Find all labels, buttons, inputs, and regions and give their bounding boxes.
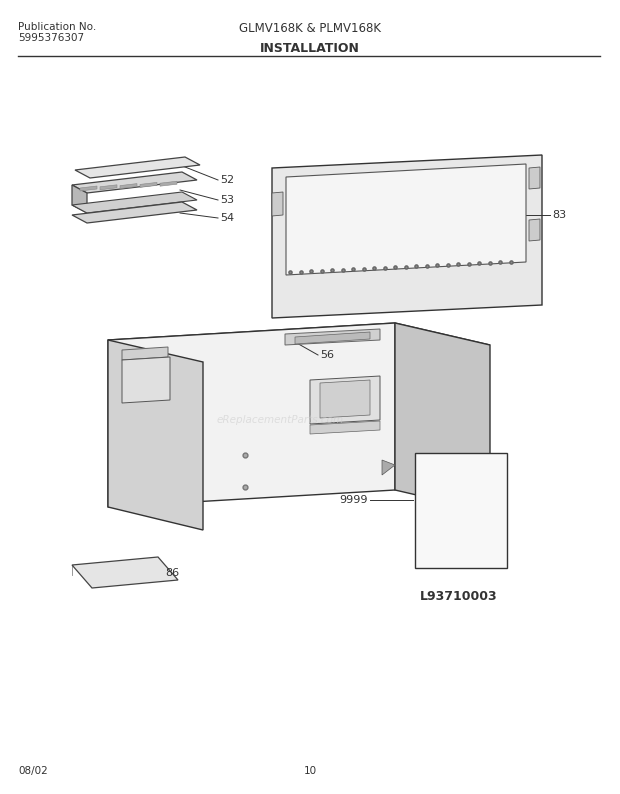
Polygon shape: [395, 323, 490, 512]
Text: 83: 83: [552, 210, 566, 220]
Polygon shape: [100, 185, 117, 190]
Text: 53: 53: [220, 195, 234, 205]
Polygon shape: [529, 219, 540, 241]
Polygon shape: [310, 421, 380, 434]
Polygon shape: [72, 192, 197, 213]
Polygon shape: [272, 155, 542, 318]
Polygon shape: [108, 323, 395, 507]
Polygon shape: [295, 332, 370, 344]
Text: 54: 54: [220, 213, 234, 223]
Polygon shape: [285, 329, 380, 345]
Polygon shape: [108, 340, 203, 530]
Polygon shape: [122, 357, 170, 403]
Text: INSTALLATION: INSTALLATION: [260, 42, 360, 55]
Polygon shape: [72, 172, 197, 193]
Text: 10: 10: [303, 766, 317, 776]
Polygon shape: [140, 183, 157, 187]
Text: Publication No.: Publication No.: [18, 22, 96, 32]
Text: 86: 86: [165, 568, 179, 578]
Polygon shape: [108, 323, 490, 362]
Polygon shape: [160, 181, 177, 187]
Text: 56: 56: [320, 350, 334, 360]
Polygon shape: [529, 167, 540, 189]
Polygon shape: [72, 202, 197, 223]
Text: eReplacementParts.com: eReplacementParts.com: [216, 415, 343, 425]
Polygon shape: [310, 376, 380, 424]
Polygon shape: [75, 157, 200, 178]
FancyBboxPatch shape: [415, 453, 507, 568]
Polygon shape: [122, 347, 168, 360]
Polygon shape: [382, 460, 395, 475]
Text: 9999: 9999: [340, 495, 368, 505]
Polygon shape: [286, 164, 526, 275]
Polygon shape: [120, 183, 137, 189]
Polygon shape: [72, 557, 178, 588]
Polygon shape: [72, 185, 87, 213]
Polygon shape: [272, 192, 283, 216]
Polygon shape: [320, 380, 370, 418]
Text: GLMV168K & PLMV168K: GLMV168K & PLMV168K: [239, 22, 381, 35]
Text: 5995376307: 5995376307: [18, 33, 84, 43]
Text: 52: 52: [220, 175, 234, 185]
Text: 08/02: 08/02: [18, 766, 48, 776]
Text: L93710003: L93710003: [420, 590, 498, 603]
Polygon shape: [80, 186, 97, 191]
